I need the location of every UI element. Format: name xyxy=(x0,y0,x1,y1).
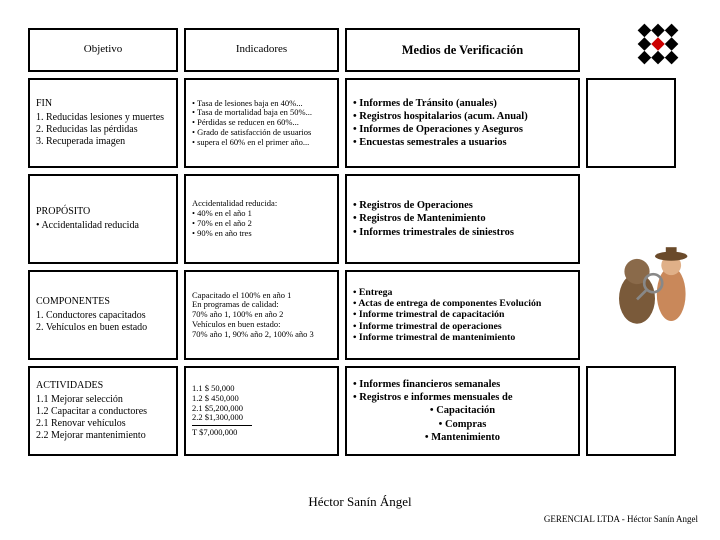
header-indicadores: Indicadores xyxy=(184,28,339,72)
objetivo-proposito: PROPÓSITO • Accidentalidad reducida xyxy=(28,174,178,264)
indicadores-componentes: Capacitado el 100% en año 1 En programas… xyxy=(184,270,339,360)
objetivo-actividades: ACTIVIDADES 1.1 Mejorar selección 1.2 Ca… xyxy=(28,366,178,456)
detective-icon xyxy=(610,240,700,330)
logo-icon xyxy=(634,20,682,68)
medios-fin: • Informes de Tránsito (anuales) • Regis… xyxy=(345,78,580,168)
objetivo-componentes: COMPONENTES 1. Conductores capacitados 2… xyxy=(28,270,178,360)
empty-r1 xyxy=(586,78,676,168)
empty-r4 xyxy=(586,366,676,456)
medios-proposito: • Registros de Operaciones • Registros d… xyxy=(345,174,580,264)
objetivo-fin: FIN 1. Reducidas lesiones y muertes 2. R… xyxy=(28,78,178,168)
footer-company: GERENCIAL LTDA - Héctor Sanín Angel xyxy=(544,514,698,524)
footer-author: Héctor Sanín Ángel xyxy=(308,494,411,510)
header-medios: Medios de Verificación xyxy=(345,28,580,72)
indicadores-fin: • Tasa de lesiones baja en 40%... • Tasa… xyxy=(184,78,339,168)
header-objetivo: Objetivo xyxy=(28,28,178,72)
medios-actividades: • Informes financieros semanales • Regis… xyxy=(345,366,580,456)
indicadores-proposito: Accidentalidad reducida: • 40% en el año… xyxy=(184,174,339,264)
medios-componentes: • Entrega • Actas de entrega de componen… xyxy=(345,270,580,360)
indicadores-actividades: 1.1 $ 50,000 1.2 $ 450,000 2.1 $5,200,00… xyxy=(184,366,339,456)
